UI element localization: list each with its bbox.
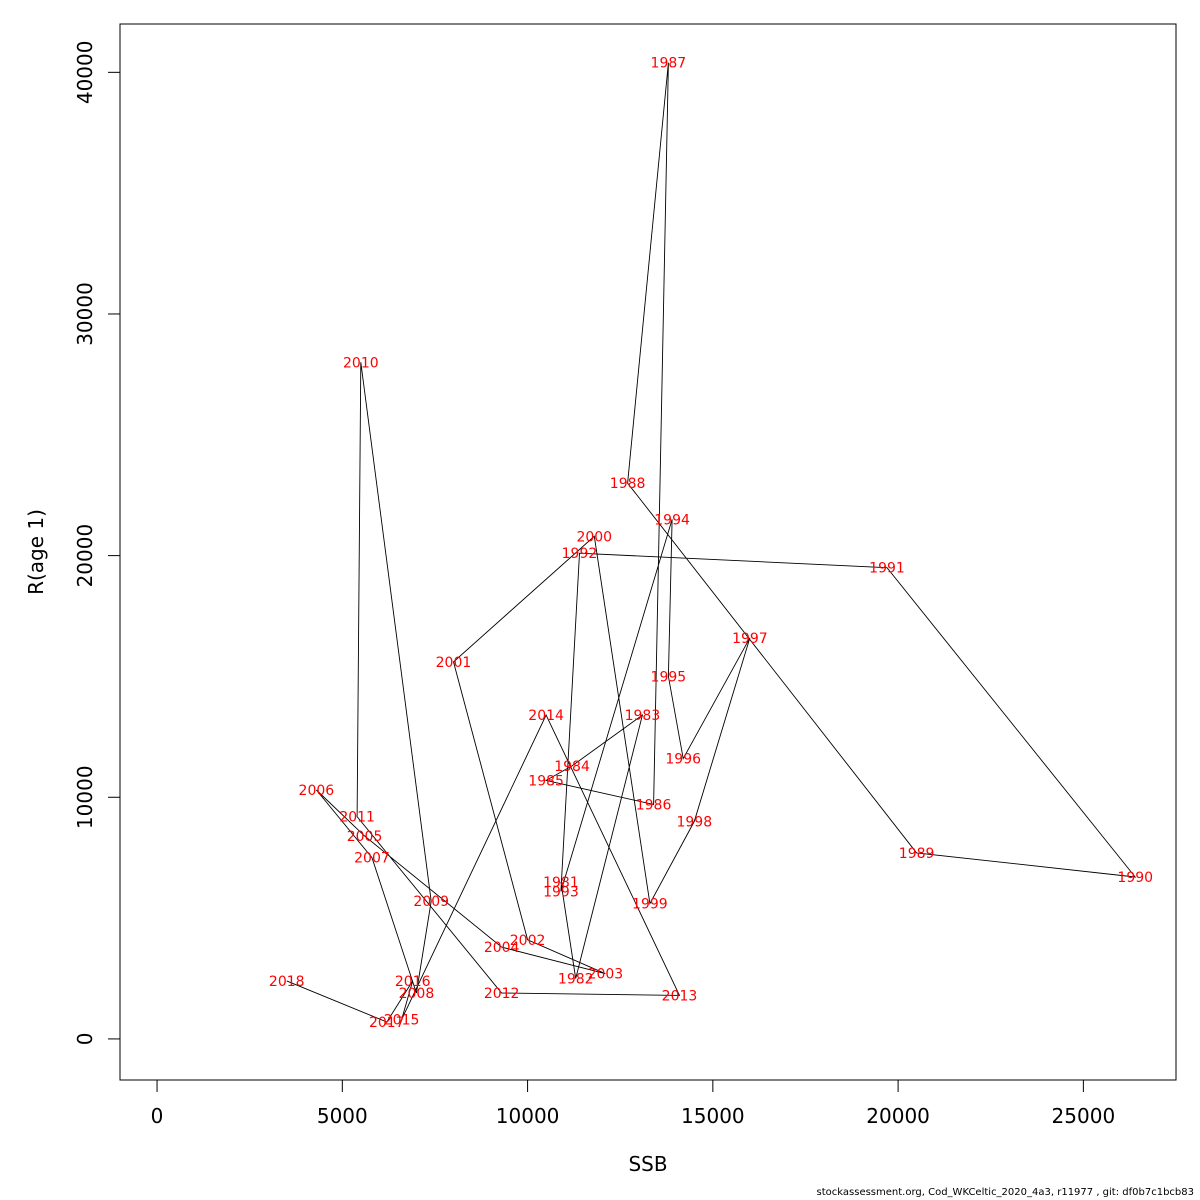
plot-frame	[119, 23, 1177, 1081]
y-tick-label: 0	[73, 1033, 97, 1046]
year-label-1982: 1982	[558, 972, 594, 988]
year-label-1987: 1987	[651, 56, 687, 72]
year-label-2002: 2002	[510, 933, 546, 949]
year-label-2013: 2013	[662, 988, 698, 1004]
y-axis: 0 10000 20000 30000 40000	[73, 41, 121, 1046]
year-label-1997: 1997	[732, 631, 768, 647]
year-label-1991: 1991	[869, 561, 905, 577]
y-tick-label: 40000	[73, 41, 97, 105]
y-axis-title: R(age 1)	[24, 509, 48, 595]
y-tick-label: 20000	[73, 524, 97, 588]
year-label-1988: 1988	[610, 476, 646, 492]
year-label-1992: 1992	[562, 546, 598, 562]
sr-trajectory-line	[286, 62, 1137, 1023]
year-label-2014: 2014	[528, 708, 564, 724]
x-axis-title: SSB	[628, 1152, 667, 1176]
year-label-2000: 2000	[576, 529, 612, 545]
year-label-1999: 1999	[632, 897, 668, 913]
year-label-2017: 2017	[369, 1015, 405, 1031]
year-label-1986: 1986	[636, 798, 672, 814]
year-label-2001: 2001	[436, 655, 472, 671]
year-label-1981: 1981	[543, 875, 579, 891]
year-label-1985: 1985	[528, 773, 564, 789]
year-label-2005: 2005	[347, 829, 383, 845]
x-axis: 0 5000 10000 15000 20000 25000	[151, 1079, 1116, 1128]
footer-credit: stockassessment.org, Cod_WKCeltic_2020_4…	[816, 1187, 1194, 1198]
year-label-2007: 2007	[354, 851, 390, 867]
year-label-2012: 2012	[484, 986, 520, 1002]
year-label-1995: 1995	[651, 669, 687, 685]
x-tick-label: 20000	[866, 1104, 930, 1128]
year-label-1990: 1990	[1117, 870, 1153, 886]
trajectory-path	[286, 62, 1137, 1023]
y-tick-label: 30000	[73, 282, 97, 346]
year-label-2011: 2011	[339, 810, 375, 826]
x-tick-label: 0	[151, 1104, 164, 1128]
year-label-2018: 2018	[269, 974, 305, 990]
x-tick-label: 10000	[496, 1104, 560, 1128]
year-label-2006: 2006	[299, 783, 335, 799]
year-label-2004: 2004	[484, 940, 520, 956]
x-tick-label: 15000	[681, 1104, 745, 1128]
year-label-2009: 2009	[413, 894, 449, 910]
year-label-1996: 1996	[665, 752, 701, 768]
year-label-2016: 2016	[395, 974, 431, 990]
year-label-1998: 1998	[676, 814, 712, 830]
year-label-1984: 1984	[554, 759, 590, 775]
year-label-2003: 2003	[588, 967, 624, 983]
x-tick-label: 25000	[1052, 1104, 1116, 1128]
year-label-1994: 1994	[654, 512, 690, 528]
year-label-2015: 2015	[384, 1013, 420, 1029]
year-label-2010: 2010	[343, 355, 379, 371]
x-tick-label: 5000	[317, 1104, 368, 1128]
y-tick-label: 10000	[73, 765, 97, 829]
year-label-1989: 1989	[899, 846, 935, 862]
year-label-1993: 1993	[543, 885, 579, 901]
year-label-1983: 1983	[625, 708, 661, 724]
year-label-2008: 2008	[399, 986, 435, 1002]
